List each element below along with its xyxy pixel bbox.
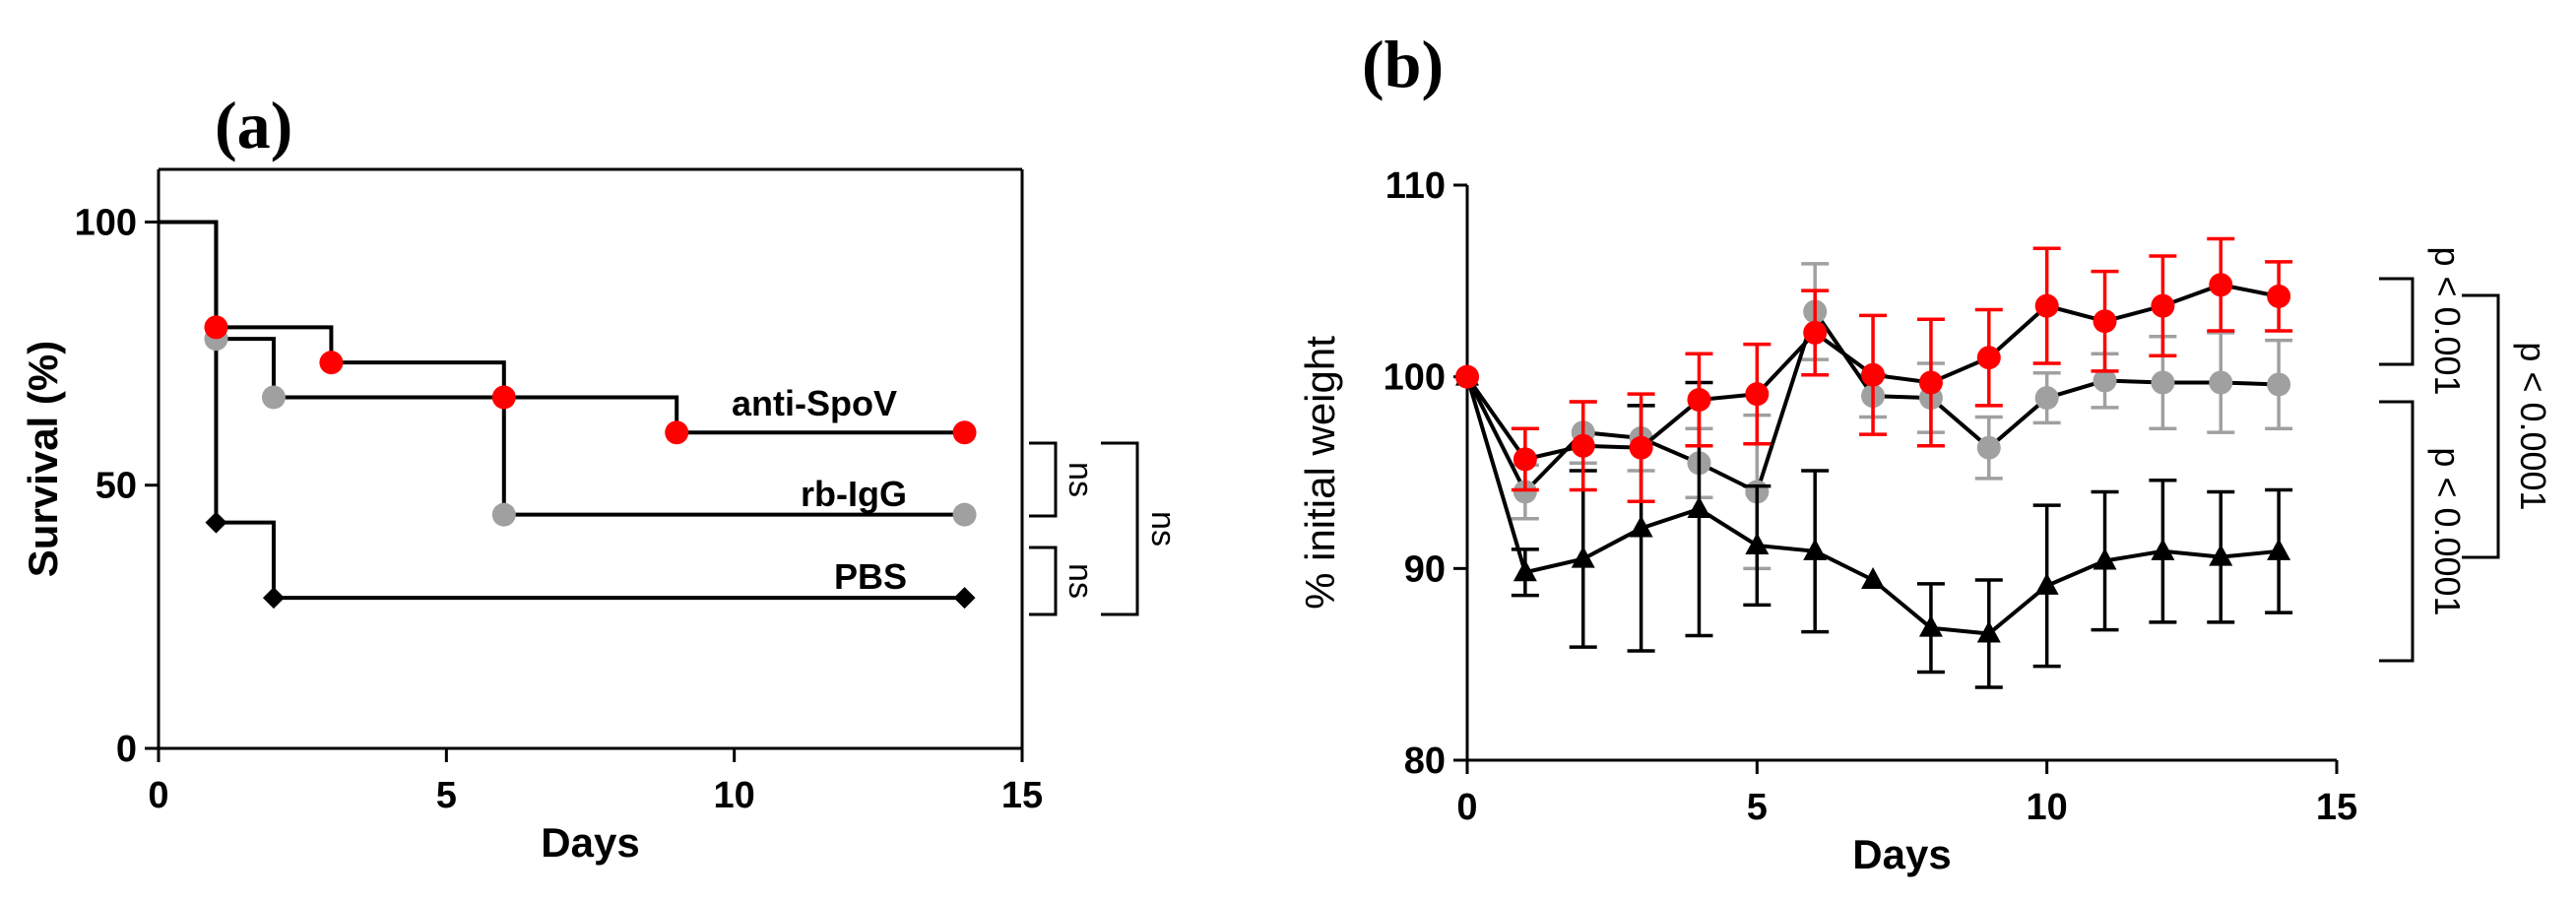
marker-anti-spov xyxy=(1455,364,1479,389)
y-axis-title: % initial weight xyxy=(1297,336,1343,610)
marker-pbs xyxy=(1687,495,1711,518)
marker-pbs xyxy=(1571,546,1595,568)
marker-anti-spov xyxy=(1513,447,1537,472)
ns-label-3: ns xyxy=(1144,511,1182,547)
marker-anti-spov xyxy=(952,420,977,445)
marker-anti-spov xyxy=(1571,433,1595,458)
marker-rb-igg xyxy=(261,385,286,410)
marker-anti-spov xyxy=(1687,388,1711,413)
label-anti-spov: anti-SpoV xyxy=(732,383,897,423)
x-tick-label: 0 xyxy=(148,775,168,816)
marker-rb-igg xyxy=(2034,386,2059,411)
marker-anti-spov xyxy=(2093,309,2117,334)
panel-b-label: (b) xyxy=(1362,27,1444,101)
x-tick-label: 10 xyxy=(2027,787,2068,828)
x-tick-label: 0 xyxy=(1456,787,1477,828)
marker-anti-spov xyxy=(204,315,228,340)
marker-anti-spov xyxy=(1629,435,1653,460)
marker-anti-spov xyxy=(1861,362,1886,387)
p-label-1: p < 0.001 xyxy=(2427,246,2468,395)
marker-anti-spov xyxy=(1976,346,2001,370)
ns-label-1: ns xyxy=(1062,462,1099,497)
marker-anti-spov xyxy=(2034,293,2059,318)
marker-rb-igg xyxy=(491,502,516,527)
p-label-2: p < 0.0001 xyxy=(2513,342,2553,510)
y-tick-label: 110 xyxy=(1385,165,1446,207)
x-tick-label: 5 xyxy=(1747,787,1768,828)
y-tick-label: 80 xyxy=(1404,740,1446,782)
y-tick-label: 100 xyxy=(1384,357,1446,399)
marker-pbs xyxy=(1629,515,1653,538)
marker-pbs xyxy=(205,511,227,534)
x-axis-title: Days xyxy=(541,819,639,866)
x-tick-label: 5 xyxy=(436,775,457,816)
marker-anti-spov xyxy=(2151,293,2175,318)
x-tick-label: 10 xyxy=(714,775,755,816)
marker-rb-igg xyxy=(2267,372,2291,397)
y-tick-label: 0 xyxy=(116,729,137,770)
marker-anti-spov xyxy=(1918,370,1943,395)
weight-chart: 0 5 10 15 80 90 100 110 Days % initial weight p <… xyxy=(1297,165,2553,877)
marker-rb-igg xyxy=(1976,435,2001,460)
survival-line-anti-spov xyxy=(159,220,965,435)
marker-anti-spov xyxy=(491,385,516,410)
survival-chart: 0 5 10 15 0 50 100 Days Survival (%) anti-SpoV r… xyxy=(20,167,1182,866)
marker-rb-igg xyxy=(2093,368,2117,393)
marker-anti-spov xyxy=(665,420,689,445)
panel-a-label: (a) xyxy=(215,88,292,162)
y-axis-title: Survival (%) xyxy=(20,341,66,577)
x-tick-label: 15 xyxy=(2316,787,2357,828)
marker-anti-spov xyxy=(1803,320,1828,345)
marker-pbs xyxy=(2093,547,2117,570)
marker-pbs xyxy=(2267,538,2291,560)
marker-pbs xyxy=(1745,532,1770,554)
x-axis-title: Days xyxy=(1852,831,1951,877)
marker-rb-igg xyxy=(2209,370,2233,395)
marker-pbs xyxy=(1918,614,1943,637)
p-label-3: p < 0.0001 xyxy=(2427,447,2468,615)
y-tick-label: 50 xyxy=(96,466,137,507)
comparison-brackets-a: ns ns ns xyxy=(1029,441,1182,616)
marker-anti-spov xyxy=(2267,284,2291,308)
y-tick-label: 90 xyxy=(1404,548,1446,590)
marker-rb-igg xyxy=(2151,370,2175,395)
marker-pbs xyxy=(262,587,285,610)
marker-rb-igg xyxy=(952,502,977,527)
label-rb-igg: rb-IgG xyxy=(801,474,907,514)
marker-pbs xyxy=(2151,538,2175,560)
marker-pbs xyxy=(2034,572,2059,595)
marker-pbs xyxy=(1803,538,1828,560)
label-pbs: PBS xyxy=(834,556,907,597)
marker-pbs xyxy=(1861,567,1886,590)
marker-anti-spov xyxy=(319,351,344,375)
x-tick-label: 15 xyxy=(1001,775,1043,816)
ns-label-2: ns xyxy=(1062,563,1099,599)
marker-anti-spov xyxy=(1745,382,1770,407)
marker-rb-igg xyxy=(1513,480,1537,504)
marker-pbs xyxy=(1513,559,1537,582)
comparison-brackets-b: p < 0.001 p < 0.0001 p < 0.0001 xyxy=(2379,246,2553,663)
marker-pbs xyxy=(2209,544,2233,566)
y-tick-label: 100 xyxy=(75,202,137,243)
marker-pbs xyxy=(953,587,976,610)
marker-anti-spov xyxy=(2209,273,2233,297)
survival-line-rb-igg xyxy=(159,220,965,517)
marker-pbs xyxy=(1976,620,2001,643)
